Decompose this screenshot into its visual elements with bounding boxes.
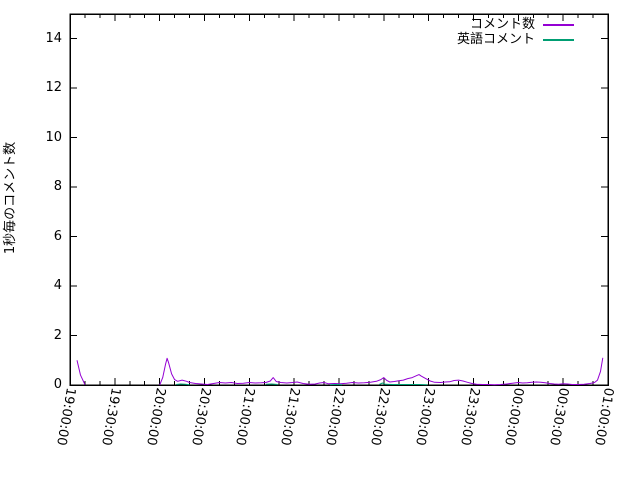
y-tick-label: 6 [53, 228, 62, 244]
legend-label-comments: コメント数 [469, 17, 535, 32]
legend-line-sample-comments [543, 23, 574, 26]
plot-border [69, 13, 609, 386]
y-tick-label: 10 [45, 129, 62, 145]
y-tick-label: 4 [53, 278, 62, 294]
legend-item-comments: コメント数 [420, 17, 574, 32]
series-line-1 [176, 383, 190, 386]
y-tick-label: 8 [53, 179, 62, 195]
y-tick-label: 12 [45, 80, 62, 96]
legend: コメント数 英語コメント [420, 17, 574, 47]
y-tick-label: 14 [45, 30, 62, 46]
series-line-1 [379, 382, 428, 386]
legend-item-english-comments: 英語コメント [420, 32, 574, 47]
legend-label-english-comments: 英語コメント [456, 32, 535, 47]
legend-line-sample-english-comments [543, 38, 574, 41]
y-tick-label: 2 [53, 327, 62, 343]
series-line-0 [159, 357, 604, 386]
y-tick-label: 0 [53, 377, 62, 392]
series-line-1 [265, 383, 278, 385]
series-line-0 [76, 360, 86, 385]
